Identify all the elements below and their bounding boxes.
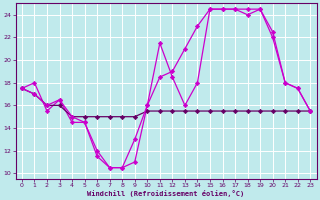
X-axis label: Windchill (Refroidissement éolien,°C): Windchill (Refroidissement éolien,°C) <box>87 190 245 197</box>
